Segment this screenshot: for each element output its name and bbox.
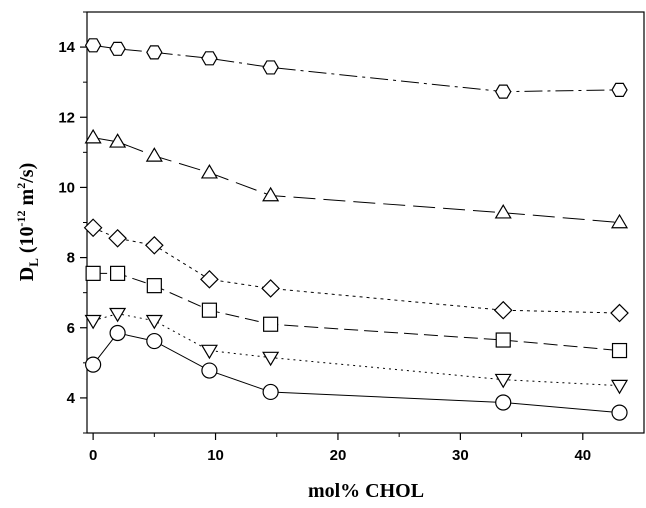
y-tick-label: 8 [67,250,75,267]
triangle-down-marker [84,314,102,330]
x-tick-label: 40 [574,447,591,464]
series-line-circle [92,332,620,414]
triangle-down-marker [494,373,512,389]
diamond-marker [610,303,629,323]
hexagon-marker [109,41,126,56]
y-axis-title-sub: L [26,258,41,267]
y-axis-title-unit-mid: m [16,188,38,210]
hexagon-marker [495,84,512,99]
axis-ticks [80,11,584,440]
y-axis-title-unit-exp: -12 [14,210,28,226]
circle-marker [611,404,628,421]
square-marker [110,265,126,281]
triangle-up-marker [262,186,280,202]
circle-marker [146,332,163,350]
square-marker [146,278,162,294]
triangle-up-marker [610,213,629,229]
series-line-diamond [92,227,620,314]
diamond-marker [108,228,127,248]
circle-marker [262,383,279,401]
y-axis-title: DL (10-12 m2/s) [14,163,41,281]
triangle-down-marker [109,307,127,323]
series-lines [92,44,620,414]
diamond-marker [261,279,280,298]
y-tick-label: 6 [67,320,75,337]
triangle-up-marker [200,163,218,179]
triangle-up-marker [494,203,512,219]
y-axis-title-unit-open: (10 [16,226,38,258]
triangle-down-marker [145,314,163,330]
series-line-triangle-down [92,313,620,387]
triangle-down-marker [610,379,629,395]
plot-frame [86,11,645,434]
square-marker [85,265,101,281]
y-tick-label: 10 [58,179,75,196]
y-axis-title-unit-exp2: 2 [14,183,28,189]
diamond-marker [83,218,103,238]
hexagon-marker [262,60,279,75]
series-line-hexagon [93,44,620,93]
triangle-up-marker [145,147,163,162]
series-markers [83,38,629,421]
y-axis-title-unit-close: /s) [16,163,38,184]
square-marker [611,342,628,359]
y-tick-label: 14 [58,39,75,56]
x-tick-label: 0 [89,447,97,464]
diamond-marker [144,235,164,255]
y-tick-label: 4 [67,390,76,407]
hexagon-marker [201,51,218,66]
hexagon-marker [146,45,163,60]
x-tick-label: 30 [452,447,469,464]
x-axis-title: mol% CHOL [308,480,424,502]
circle-marker [495,394,512,411]
y-axis-title-main: D [16,267,38,281]
triangle-down-marker [200,344,218,360]
hexagon-marker [84,38,102,53]
triangle-down-marker [262,351,280,367]
tick-labels: 0 10 20 30 40 4 6 8 10 12 14 [58,39,591,464]
series-line-triangle-up [93,137,620,223]
circle-marker [201,362,218,379]
y-tick-label: 12 [58,109,75,126]
circle-marker [109,324,126,342]
square-marker [495,332,511,348]
square-marker [201,302,218,318]
diamond-marker [200,269,219,289]
x-tick-label: 20 [330,447,347,464]
circle-marker [85,356,102,373]
square-marker [263,316,279,332]
triangle-up-marker [84,128,102,144]
series-line-square [93,272,620,352]
x-tick-label: 10 [207,447,224,464]
diamond-marker [493,300,513,320]
hexagon-marker [611,82,628,97]
triangle-up-marker [109,133,127,148]
